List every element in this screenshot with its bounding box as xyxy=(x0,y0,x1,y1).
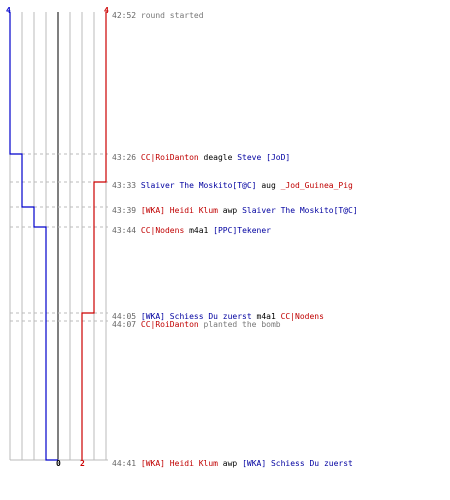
player-name: [PPC]Tekener xyxy=(213,226,271,235)
player-name: Slaiver The Moskito[T@C] xyxy=(242,206,358,215)
event-row: 44:41 [WKA] Heidi Klum awp [WKA] Schiess… xyxy=(112,459,353,469)
event-row: 44:05 [WKA] Schiess Du zuerst m4a1 CC|No… xyxy=(112,312,324,322)
event-action: planted the bomb xyxy=(198,320,281,329)
red-start-count: 4 xyxy=(104,6,109,15)
event-row: 42:52 round started xyxy=(112,11,204,21)
player-name: [WKA] Heidi Klum xyxy=(140,459,218,468)
blue-end-count: 0 xyxy=(56,459,61,468)
player-name: CC|RoiDanton xyxy=(140,320,199,329)
event-time: 44:05 xyxy=(112,312,141,321)
player-name: [WKA] Schiess Du zuerst xyxy=(242,459,353,468)
player-name: _Jod_Guinea_Pig xyxy=(280,181,353,190)
event-action: awp xyxy=(217,206,243,215)
event-time: 43:39 xyxy=(112,206,141,215)
event-action: awp xyxy=(217,459,243,468)
event-time: 44:41 xyxy=(112,459,141,468)
red-end-count: 2 xyxy=(80,459,85,468)
event-action: aug xyxy=(256,181,281,190)
player-name: [WKA] Schiess Du zuerst xyxy=(140,312,252,321)
player-name: Steve [JoD] xyxy=(237,153,291,162)
event-row: 43:26 CC|RoiDanton deagle Steve [JoD] xyxy=(112,153,290,163)
red-team-alive-line xyxy=(81,12,107,460)
event-row: 44:07 CC|RoiDanton planted the bomb xyxy=(112,320,281,330)
event-row: 43:39 [WKA] Heidi Klum awp Slaiver The M… xyxy=(112,206,358,216)
player-name: [WKA] Heidi Klum xyxy=(140,206,218,215)
player-name: CC|Nodens xyxy=(140,226,185,235)
player-name: Slaiver The Moskito[T@C] xyxy=(140,181,257,190)
event-action: deagle xyxy=(198,153,238,162)
player-name: CC|RoiDanton xyxy=(140,153,199,162)
event-row: 43:33 Slaiver The Moskito[T@C] aug _Jod_… xyxy=(112,181,353,191)
player-name: CC|Nodens xyxy=(280,312,324,321)
event-time: 43:26 xyxy=(112,153,141,162)
blue-team-alive-line xyxy=(9,12,58,461)
blue-start-count: 4 xyxy=(6,6,11,15)
event-time: 42:52 xyxy=(112,11,141,20)
event-action: m4a1 xyxy=(184,226,214,235)
event-time: 43:33 xyxy=(112,181,141,190)
event-time: 43:44 xyxy=(112,226,141,235)
event-action: round started xyxy=(140,11,204,20)
event-action: m4a1 xyxy=(251,312,281,321)
event-row: 43:44 CC|Nodens m4a1 [PPC]Tekener xyxy=(112,226,271,236)
event-time: 44:07 xyxy=(112,320,141,329)
